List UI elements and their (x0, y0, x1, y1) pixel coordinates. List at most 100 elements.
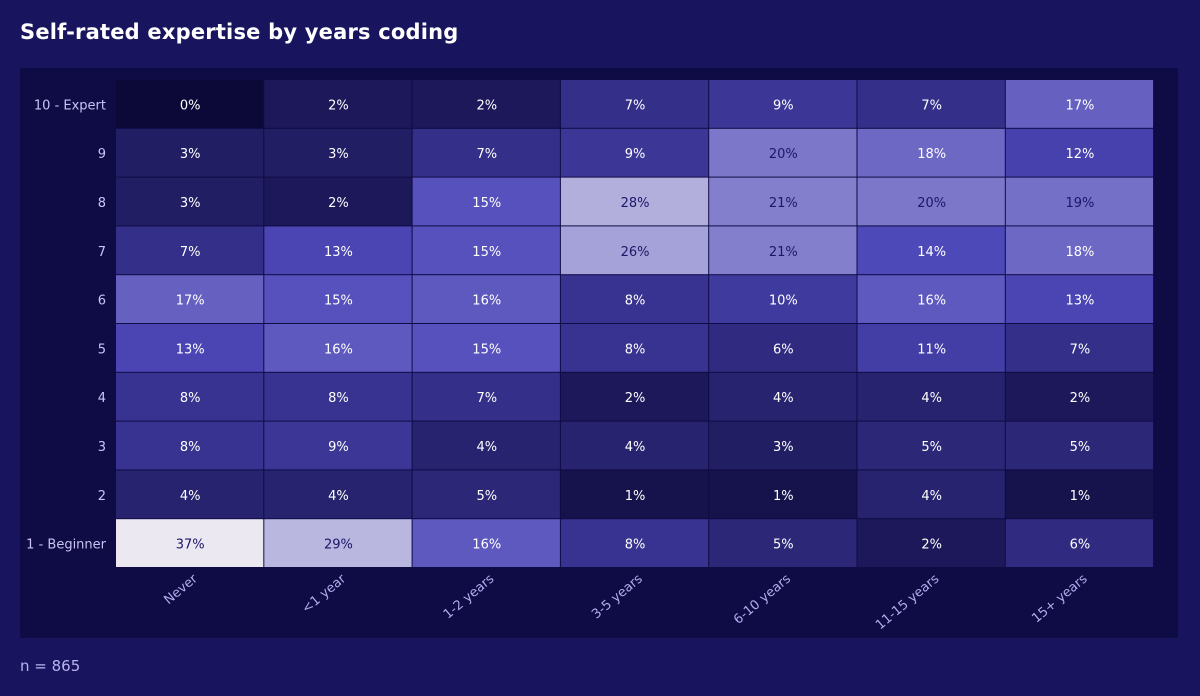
cell-value-label: 4% (625, 440, 646, 455)
cell-value-label: 11% (917, 342, 946, 357)
cell-value-label: 14% (917, 245, 946, 260)
cell-value-label: 9% (328, 440, 349, 455)
chart-title: Self-rated expertise by years coding (20, 20, 459, 44)
heatmap-cell (1005, 470, 1154, 519)
heatmap-cell (264, 372, 412, 421)
heatmap-cell (1005, 519, 1154, 567)
cell-value-label: 4% (328, 489, 349, 504)
heatmap-cell (264, 226, 412, 275)
column-label: 11-15 years (873, 571, 942, 633)
heatmap-cell (412, 324, 560, 372)
cell-value-label: 16% (917, 294, 946, 309)
heatmap-cell (560, 421, 709, 470)
heatmap-cell (1005, 128, 1154, 177)
cell-value-label: 2% (476, 98, 497, 113)
heatmap-cell (857, 519, 1005, 567)
chart-panel: 0% 2% 2% 7% 9% 7% 17% 3% 3% 7% 9% 20% 18% 12% 3% 2% 15% 2… (20, 68, 1178, 638)
cell-value-label: 4% (773, 391, 794, 406)
cell-value-label: 16% (324, 342, 353, 357)
heatmap-cell (412, 177, 560, 226)
cell-value-label: 15% (472, 342, 501, 357)
cell-value-label: 8% (180, 391, 201, 406)
heatmap-cell (560, 80, 709, 128)
cell-value-label: 28% (621, 196, 650, 211)
cell-value-label: 5% (1070, 440, 1091, 455)
cell-value-label: 3% (773, 440, 794, 455)
column-label: 6-10 years (731, 571, 794, 627)
heatmap-cell (412, 128, 560, 177)
heatmap-chart: 0% 2% 2% 7% 9% 7% 17% 3% 3% 7% 9% 20% 18% 12% 3% 2% 15% 2… (26, 80, 1154, 633)
cell-value-label: 3% (180, 196, 201, 211)
cell-value-label: 16% (472, 538, 501, 553)
sample-size-note: n = 865 (20, 657, 81, 675)
heatmap-cell (709, 275, 857, 323)
heatmap-cell (560, 519, 709, 567)
heatmap-cell (116, 128, 264, 177)
cell-value-label: 21% (769, 245, 798, 260)
heatmap-cell (709, 80, 857, 128)
heatmap-cell (116, 372, 264, 421)
cell-value-label: 7% (921, 98, 942, 113)
heatmap-cell (116, 519, 264, 567)
cell-value-label: 0% (180, 98, 201, 113)
heatmap-cell (116, 275, 264, 323)
cell-value-label: 13% (324, 245, 353, 260)
heatmap-cell (709, 226, 857, 275)
row-label: 7 (98, 245, 106, 260)
row-labels: 10 - Expert 9 8 7 6 5 4 3 2 1 - Beginner (26, 98, 106, 552)
cell-value-label: 18% (1065, 245, 1094, 260)
column-labels: Never <1 year 1-2 years 3-5 years 6-10 years… (161, 571, 1090, 633)
row-label: 2 (98, 489, 106, 504)
heatmap-cell (560, 324, 709, 372)
cell-value-label: 3% (328, 147, 349, 162)
cell-value-label: 2% (328, 196, 349, 211)
cell-value-label: 2% (328, 98, 349, 113)
cell-value-label: 29% (324, 538, 353, 553)
cell-value-label: 16% (472, 294, 501, 309)
cell-value-label: 8% (625, 294, 646, 309)
heatmap-cell (1005, 177, 1154, 226)
row-label: 8 (98, 196, 106, 211)
row-label: 9 (98, 147, 106, 162)
cell-value-label: 9% (773, 98, 794, 113)
cell-value-label: 19% (1065, 196, 1094, 211)
heatmap-cell (412, 372, 560, 421)
heatmap-cell (1005, 80, 1154, 128)
heatmap-cell (264, 470, 412, 519)
row-label: 6 (98, 294, 106, 309)
row-label: 1 - Beginner (26, 538, 106, 553)
row-label: 3 (98, 440, 106, 455)
heatmap-cell (412, 421, 560, 470)
heatmap-cell (857, 177, 1005, 226)
heatmap-cell (412, 226, 560, 275)
heatmap-cell (857, 470, 1005, 519)
heatmap-cell (412, 470, 560, 519)
heatmap-cell (560, 226, 709, 275)
heatmap-cell (857, 324, 1005, 372)
cell-value-label: 15% (472, 196, 501, 211)
cell-value-label: 2% (1070, 391, 1091, 406)
heatmap-cell (709, 470, 857, 519)
heatmap-cell (116, 226, 264, 275)
heatmap-cell (857, 275, 1005, 323)
heatmap-cell (264, 177, 412, 226)
cell-value-label: 1% (625, 489, 646, 504)
cell-value-label: 7% (625, 98, 646, 113)
column-label: <1 year (299, 571, 349, 617)
cell-value-label: 5% (773, 538, 794, 553)
heatmap-cells: 0% 2% 2% 7% 9% 7% 17% 3% 3% 7% 9% 20% 18% 12% 3% 2% 15% 2… (116, 80, 1154, 567)
cell-value-label: 10% (769, 294, 798, 309)
column-label: 3-5 years (589, 571, 646, 622)
cell-value-label: 7% (180, 245, 201, 260)
heatmap-cell (560, 128, 709, 177)
heatmap-cell (1005, 275, 1154, 323)
cell-value-label: 4% (921, 489, 942, 504)
heatmap-cell (116, 80, 264, 128)
heatmap-cell (1005, 372, 1154, 421)
cell-value-label: 12% (1065, 147, 1094, 162)
heatmap-cell (709, 421, 857, 470)
heatmap-cell (709, 177, 857, 226)
cell-value-label: 18% (917, 147, 946, 162)
cell-value-label: 4% (180, 489, 201, 504)
heatmap-cell (264, 421, 412, 470)
